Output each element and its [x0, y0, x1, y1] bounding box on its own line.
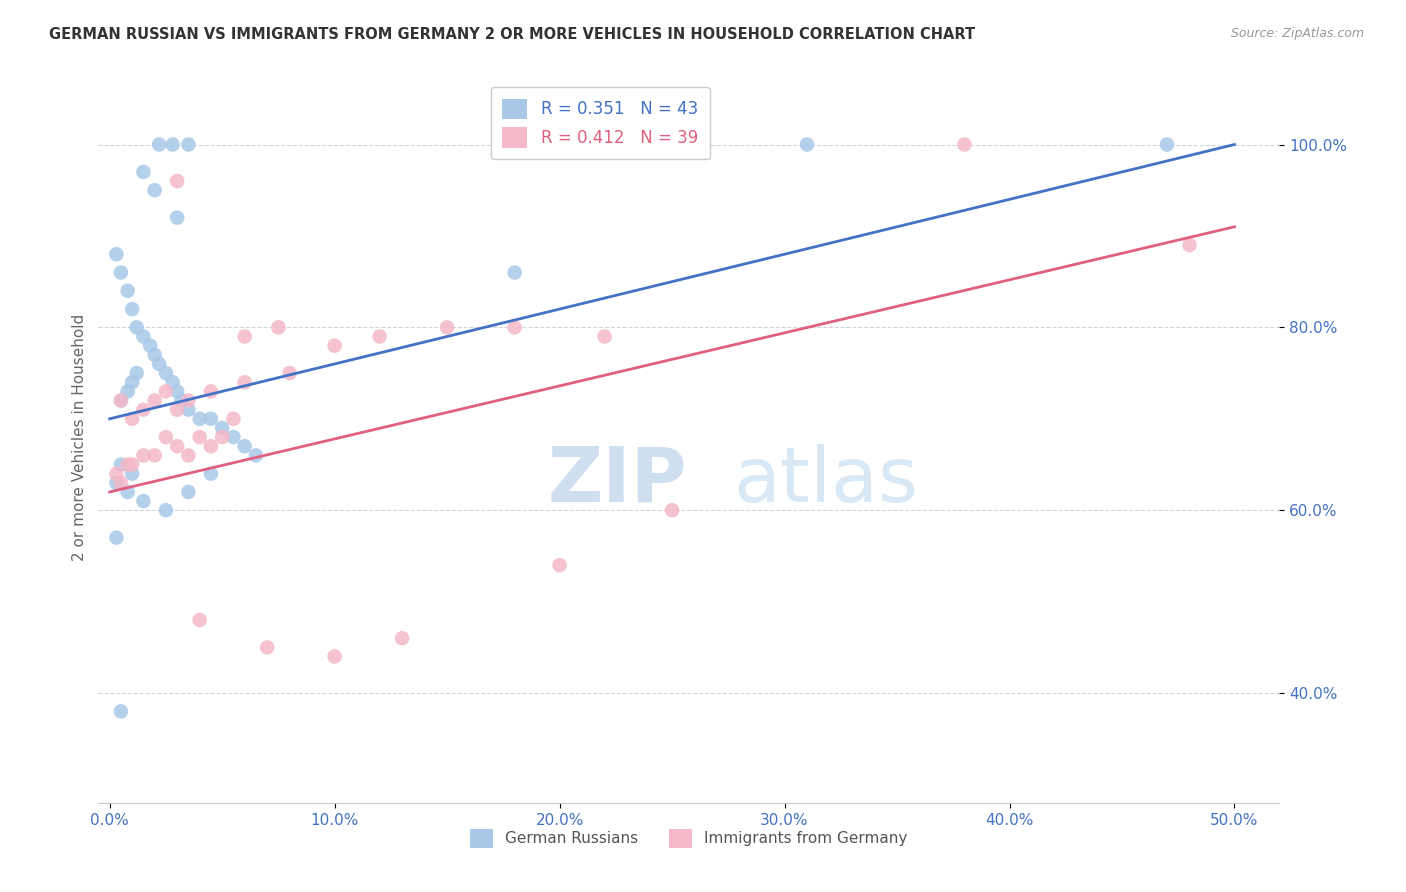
- Point: [121, 467, 143, 481]
- Point: [166, 174, 188, 188]
- Point: [222, 412, 245, 426]
- Point: [132, 329, 155, 343]
- Point: [166, 211, 188, 225]
- Text: Source: ZipAtlas.com: Source: ZipAtlas.com: [1230, 27, 1364, 40]
- Point: [953, 137, 976, 152]
- Point: [200, 467, 222, 481]
- Point: [503, 320, 526, 334]
- Point: [148, 357, 170, 371]
- Point: [105, 531, 128, 545]
- Point: [110, 458, 132, 472]
- Point: [166, 439, 188, 453]
- Point: [105, 467, 128, 481]
- Point: [125, 366, 148, 380]
- Point: [121, 458, 143, 472]
- Point: [121, 301, 143, 317]
- Point: [155, 366, 177, 380]
- Point: [233, 375, 256, 389]
- Point: [436, 320, 458, 334]
- Point: [143, 348, 166, 362]
- Point: [391, 632, 413, 646]
- Point: [177, 393, 200, 408]
- Point: [121, 375, 143, 389]
- Point: [155, 430, 177, 444]
- Point: [110, 393, 132, 408]
- Point: [177, 448, 200, 462]
- Point: [233, 439, 256, 453]
- Point: [593, 329, 616, 343]
- Point: [132, 402, 155, 417]
- Point: [245, 448, 267, 462]
- Y-axis label: 2 or more Vehicles in Household: 2 or more Vehicles in Household: [72, 313, 87, 561]
- Point: [143, 393, 166, 408]
- Point: [117, 485, 139, 500]
- Point: [200, 384, 222, 399]
- Point: [661, 503, 683, 517]
- Point: [117, 384, 139, 399]
- Point: [132, 494, 155, 508]
- Point: [110, 266, 132, 280]
- Legend: German Russians, Immigrants from Germany: German Russians, Immigrants from Germany: [464, 822, 914, 854]
- Point: [200, 439, 222, 453]
- Point: [211, 421, 233, 435]
- Point: [162, 137, 184, 152]
- Point: [233, 329, 256, 343]
- Text: ZIP: ZIP: [547, 444, 686, 518]
- Point: [148, 137, 170, 152]
- Text: GERMAN RUSSIAN VS IMMIGRANTS FROM GERMANY 2 OR MORE VEHICLES IN HOUSEHOLD CORREL: GERMAN RUSSIAN VS IMMIGRANTS FROM GERMAN…: [49, 27, 976, 42]
- Point: [548, 558, 571, 573]
- Point: [155, 503, 177, 517]
- Point: [177, 137, 200, 152]
- Point: [143, 183, 166, 197]
- Point: [267, 320, 290, 334]
- Point: [132, 165, 155, 179]
- Point: [188, 430, 211, 444]
- Point: [170, 393, 193, 408]
- Point: [323, 339, 346, 353]
- Point: [177, 485, 200, 500]
- Point: [177, 402, 200, 417]
- Point: [162, 375, 184, 389]
- Point: [105, 475, 128, 490]
- Point: [503, 266, 526, 280]
- Point: [211, 430, 233, 444]
- Point: [155, 384, 177, 399]
- Point: [110, 705, 132, 719]
- Point: [278, 366, 301, 380]
- Point: [323, 649, 346, 664]
- Point: [166, 402, 188, 417]
- Point: [222, 430, 245, 444]
- Point: [132, 448, 155, 462]
- Point: [1178, 238, 1201, 252]
- Point: [188, 412, 211, 426]
- Point: [1156, 137, 1178, 152]
- Point: [110, 475, 132, 490]
- Point: [143, 448, 166, 462]
- Point: [139, 339, 162, 353]
- Point: [121, 412, 143, 426]
- Point: [117, 458, 139, 472]
- Point: [166, 384, 188, 399]
- Point: [796, 137, 818, 152]
- Point: [117, 284, 139, 298]
- Point: [368, 329, 391, 343]
- Point: [110, 393, 132, 408]
- Point: [105, 247, 128, 261]
- Point: [188, 613, 211, 627]
- Point: [125, 320, 148, 334]
- Point: [256, 640, 278, 655]
- Point: [200, 412, 222, 426]
- Text: atlas: atlas: [734, 444, 918, 518]
